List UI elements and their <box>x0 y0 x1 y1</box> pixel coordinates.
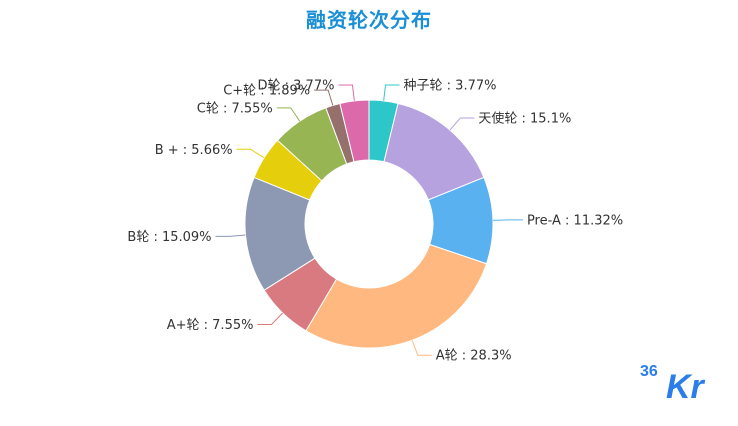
chart-title: 融资轮次分布 <box>306 8 432 32</box>
leader-line-1 <box>449 117 475 131</box>
slice-9[interactable] <box>339 99 370 163</box>
slice-label-6: B + : 5.66% <box>155 143 233 158</box>
slice-label-7: C轮 : 7.55% <box>197 101 273 116</box>
svg-text:36: 36 <box>640 363 658 380</box>
slice-label-0: 种子轮 : 3.77% <box>404 78 497 93</box>
leader-line-7 <box>276 107 301 122</box>
svg-text:Kr: Kr <box>666 368 706 404</box>
leader-line-8 <box>314 89 334 106</box>
leader-line-3 <box>411 340 432 356</box>
leader-line-0 <box>383 84 400 101</box>
slice-label-1: 天使轮 : 15.1% <box>478 110 571 126</box>
slice-label-5: B轮 : 15.09% <box>127 230 211 245</box>
leader-line-9 <box>338 84 355 101</box>
slice-label-4: A+轮 : 7.55% <box>167 318 254 333</box>
slice-label-8: C+轮 : 1.89% <box>223 84 310 99</box>
leader-line-6 <box>236 148 265 159</box>
slice-3[interactable] <box>305 243 488 349</box>
slice-label-2: Pre-A : 11.32% <box>527 213 623 228</box>
logo-36kr: 36 Kr <box>640 363 706 404</box>
slice-label-9: D轮 : 3.77% <box>258 78 335 93</box>
leader-line-5 <box>215 234 246 237</box>
leader-line-4 <box>257 312 283 325</box>
slice-label-3: A轮 : 28.3% <box>436 349 512 364</box>
